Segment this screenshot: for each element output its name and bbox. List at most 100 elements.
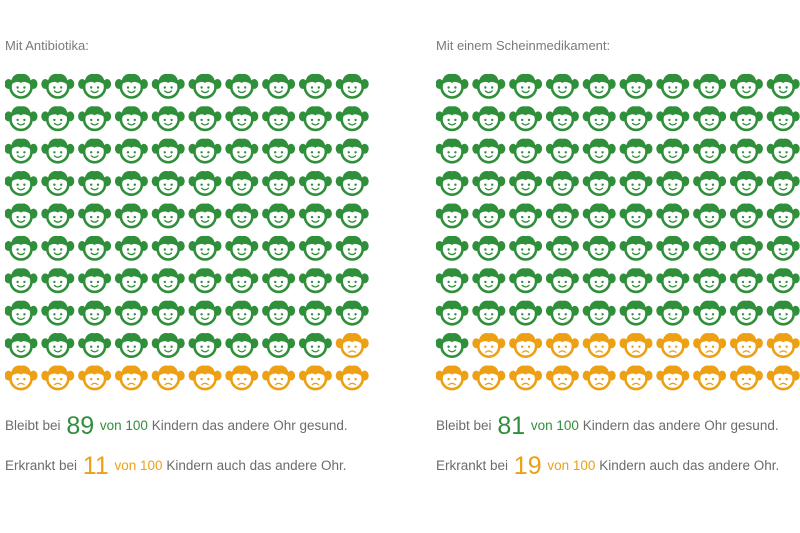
healthy-child-icon: [436, 171, 469, 196]
healthy-child-icon: [188, 171, 222, 196]
healthy-child-icon: [436, 300, 469, 326]
healthy-child-icon: [656, 73, 690, 99]
healthy-child-icon: [693, 138, 727, 164]
healthy-child-icon: [582, 268, 616, 294]
of-total: von 100: [114, 458, 163, 473]
healthy-child-icon: [436, 73, 469, 99]
healthy-child-icon: [41, 268, 75, 294]
healthy-child-icon: [262, 171, 296, 196]
healthy-child-icon: [509, 106, 543, 132]
healthy-count: 89: [66, 412, 95, 440]
healthy-child-icon: [41, 171, 75, 196]
sick-child-icon: [41, 365, 75, 391]
healthy-child-icon: [5, 235, 38, 261]
healthy-child-icon: [188, 300, 222, 326]
sick-child-icon: [188, 365, 222, 391]
healthy-child-icon: [225, 235, 259, 261]
sick-child-icon: [78, 365, 112, 391]
healthy-child-icon: [188, 138, 222, 164]
sick-child-icon: [766, 333, 800, 359]
healthy-child-icon: [509, 203, 543, 229]
healthy-child-icon: [114, 235, 148, 261]
healthy-child-icon: [729, 235, 763, 261]
healthy-child-icon: [693, 268, 727, 294]
healthy-child-icon: [41, 300, 75, 326]
healthy-child-icon: [335, 235, 369, 261]
healthy-child-icon: [509, 138, 543, 164]
healthy-child-icon: [656, 171, 690, 196]
stat-suffix: Kindern das andere Ohr gesund.: [582, 418, 779, 433]
healthy-child-icon: [225, 203, 259, 229]
healthy-child-icon: [582, 235, 616, 261]
healthy-child-icon: [436, 106, 469, 132]
healthy-child-icon: [509, 73, 543, 99]
healthy-child-icon: [729, 268, 763, 294]
healthy-child-icon: [114, 106, 148, 132]
healthy-child-icon: [298, 73, 332, 99]
healthy-child-icon: [151, 300, 185, 326]
healthy-child-icon: [472, 106, 506, 132]
sick-child-icon: [766, 365, 800, 391]
healthy-child-icon: [656, 268, 690, 294]
antibiotics-panel: Mit Antibiotika: Bleibt bei 89 von 100 K…: [5, 38, 369, 480]
of-total: von 100: [99, 418, 148, 433]
healthy-child-icon: [225, 106, 259, 132]
healthy-child-icon: [472, 300, 506, 326]
healthy-child-icon: [472, 268, 506, 294]
healthy-child-icon: [545, 235, 579, 261]
healthy-child-icon: [766, 203, 800, 229]
healthy-child-icon: [114, 268, 148, 294]
sick-child-icon: [335, 333, 369, 359]
healthy-child-icon: [151, 138, 185, 164]
placebo-sick-stat: Erkrankt bei 19 von 100 Kindern auch das…: [436, 452, 779, 481]
healthy-child-icon: [5, 203, 38, 229]
healthy-child-icon: [656, 106, 690, 132]
sick-count: 19: [513, 452, 542, 480]
healthy-child-icon: [472, 203, 506, 229]
stat-prefix: Bleibt bei: [436, 418, 492, 433]
sick-child-icon: [472, 365, 506, 391]
healthy-child-icon: [545, 138, 579, 164]
healthy-child-icon: [545, 203, 579, 229]
healthy-child-icon: [619, 73, 653, 99]
antibiotics-title: Mit Antibiotika:: [5, 38, 89, 53]
healthy-child-icon: [225, 138, 259, 164]
healthy-child-icon: [41, 106, 75, 132]
of-total: von 100: [547, 458, 596, 473]
healthy-child-icon: [262, 235, 296, 261]
healthy-child-icon: [41, 235, 75, 261]
healthy-child-icon: [766, 73, 800, 99]
healthy-child-icon: [619, 171, 653, 196]
healthy-child-icon: [619, 203, 653, 229]
healthy-child-icon: [656, 300, 690, 326]
healthy-child-icon: [262, 300, 296, 326]
healthy-child-icon: [188, 106, 222, 132]
healthy-child-icon: [298, 268, 332, 294]
healthy-child-icon: [5, 300, 38, 326]
healthy-child-icon: [78, 333, 112, 359]
antibiotics-healthy-stat: Bleibt bei 89 von 100 Kindern das andere…: [5, 412, 348, 441]
healthy-child-icon: [545, 268, 579, 294]
healthy-child-icon: [582, 203, 616, 229]
sick-child-icon: [656, 333, 690, 359]
healthy-child-icon: [298, 106, 332, 132]
stat-prefix: Erkrankt bei: [436, 458, 509, 473]
healthy-child-icon: [188, 235, 222, 261]
healthy-child-icon: [78, 171, 112, 196]
healthy-child-icon: [766, 138, 800, 164]
healthy-count: 81: [497, 412, 526, 440]
healthy-child-icon: [335, 138, 369, 164]
healthy-child-icon: [5, 106, 38, 132]
healthy-child-icon: [619, 268, 653, 294]
healthy-child-icon: [509, 235, 543, 261]
sick-child-icon: [151, 365, 185, 391]
healthy-child-icon: [151, 268, 185, 294]
healthy-child-icon: [766, 106, 800, 132]
healthy-child-icon: [41, 333, 75, 359]
healthy-child-icon: [262, 73, 296, 99]
healthy-child-icon: [693, 73, 727, 99]
healthy-child-icon: [472, 73, 506, 99]
sick-child-icon: [436, 365, 469, 391]
antibiotics-icon-grid: [5, 73, 369, 391]
healthy-child-icon: [188, 203, 222, 229]
